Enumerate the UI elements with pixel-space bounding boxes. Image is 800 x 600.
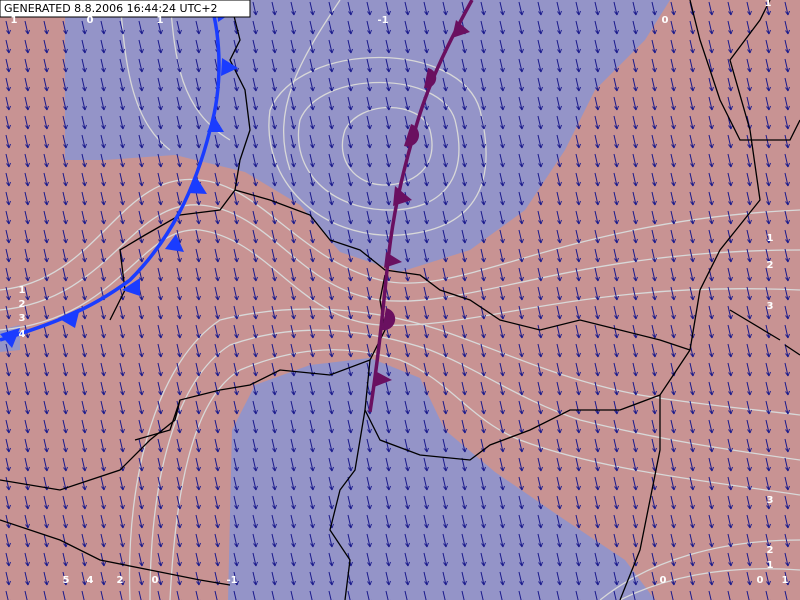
- contour-label: 5: [63, 575, 70, 586]
- contour-label: 1: [19, 285, 26, 296]
- contour-label: 1: [157, 15, 164, 26]
- contour-label: -1: [226, 575, 237, 586]
- contour-label: 1: [767, 560, 774, 571]
- contour-label: 4: [87, 575, 94, 586]
- border: [619, 395, 661, 600]
- contour-label: 0: [152, 575, 159, 586]
- contour-label: 2: [117, 575, 124, 586]
- contour-label: 3: [767, 301, 774, 312]
- contour-label: 2: [767, 260, 774, 271]
- border: [0, 519, 231, 586]
- occluded-front: [368, 0, 474, 413]
- header: GENERATED 8.8.2006 16:44:24 UTC+2: [0, 0, 251, 18]
- contour-label: 0: [87, 15, 94, 26]
- contour-label: 3: [767, 495, 774, 506]
- border: [234, 189, 691, 351]
- border: [364, 0, 771, 461]
- generated-timestamp: GENERATED 8.8.2006 16:44:24 UTC+2: [4, 2, 218, 15]
- contour-label: 2: [767, 545, 774, 556]
- border: [0, 399, 181, 491]
- contour-label: 1: [782, 575, 789, 586]
- contour-label: 0: [660, 575, 667, 586]
- border: [729, 309, 800, 356]
- contour-label: -1: [377, 15, 388, 26]
- contour-label: 0: [757, 575, 764, 586]
- contour-label: 2: [19, 299, 26, 310]
- contour-label: 3: [19, 313, 26, 324]
- contour-label: 1: [765, 0, 772, 9]
- border: [329, 409, 366, 600]
- contour-label: 1: [767, 233, 774, 244]
- contour-label: 1: [11, 15, 18, 26]
- cold-front: [0, 0, 238, 348]
- contour-label: 0: [662, 15, 669, 26]
- contour-label: 4: [19, 329, 26, 340]
- border: [689, 0, 800, 141]
- header-box: [0, 0, 251, 18]
